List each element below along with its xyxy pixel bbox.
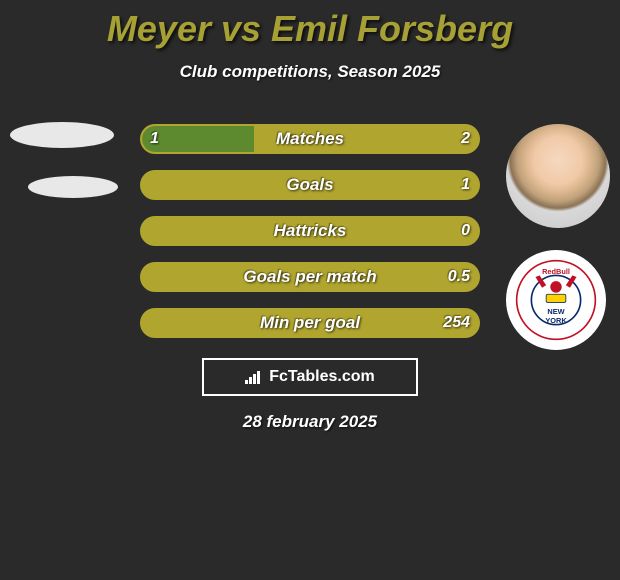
stat-label: Goals (140, 175, 480, 195)
brand-text: FcTables.com (269, 368, 375, 386)
stat-label: Min per goal (140, 313, 480, 333)
left-player-avatar-placeholder (10, 122, 114, 148)
stat-row: Matches1 2 (140, 124, 480, 154)
brand-badge: FcTables.com (202, 358, 418, 396)
stat-label: Matches (140, 129, 480, 149)
stat-row: Hattricks0 (140, 216, 480, 246)
bars-icon (245, 370, 263, 384)
stat-value-right: 254 (443, 314, 470, 332)
stat-row: Goals per match0.5 (140, 262, 480, 292)
stat-label: Hattricks (140, 221, 480, 241)
svg-text:YORK: YORK (545, 316, 567, 325)
right-player-avatar (506, 124, 610, 228)
stat-row: Goals1 (140, 170, 480, 200)
stat-label: Goals per match (140, 267, 480, 287)
stat-value-right: 2 (461, 130, 470, 148)
date-text: 28 february 2025 (0, 412, 620, 432)
stat-value-left: 1 (150, 130, 159, 148)
stat-value-right: 1 (461, 176, 470, 194)
right-player-club-badge: RedBull NEW YORK (506, 250, 606, 350)
svg-text:RedBull: RedBull (542, 267, 570, 276)
comparison-title: Meyer vs Emil Forsberg (0, 0, 620, 50)
svg-text:NEW: NEW (547, 307, 564, 316)
comparison-bars: Matches12Goals1Hattricks0Goals per match… (140, 124, 480, 354)
left-player-column (10, 122, 118, 226)
left-player-club-placeholder (28, 176, 118, 198)
right-player-column: RedBull NEW YORK (506, 124, 610, 350)
stat-value-right: 0.5 (448, 268, 470, 286)
stat-row: Min per goal254 (140, 308, 480, 338)
stat-value-right: 0 (461, 222, 470, 240)
comparison-subtitle: Club competitions, Season 2025 (0, 62, 620, 82)
